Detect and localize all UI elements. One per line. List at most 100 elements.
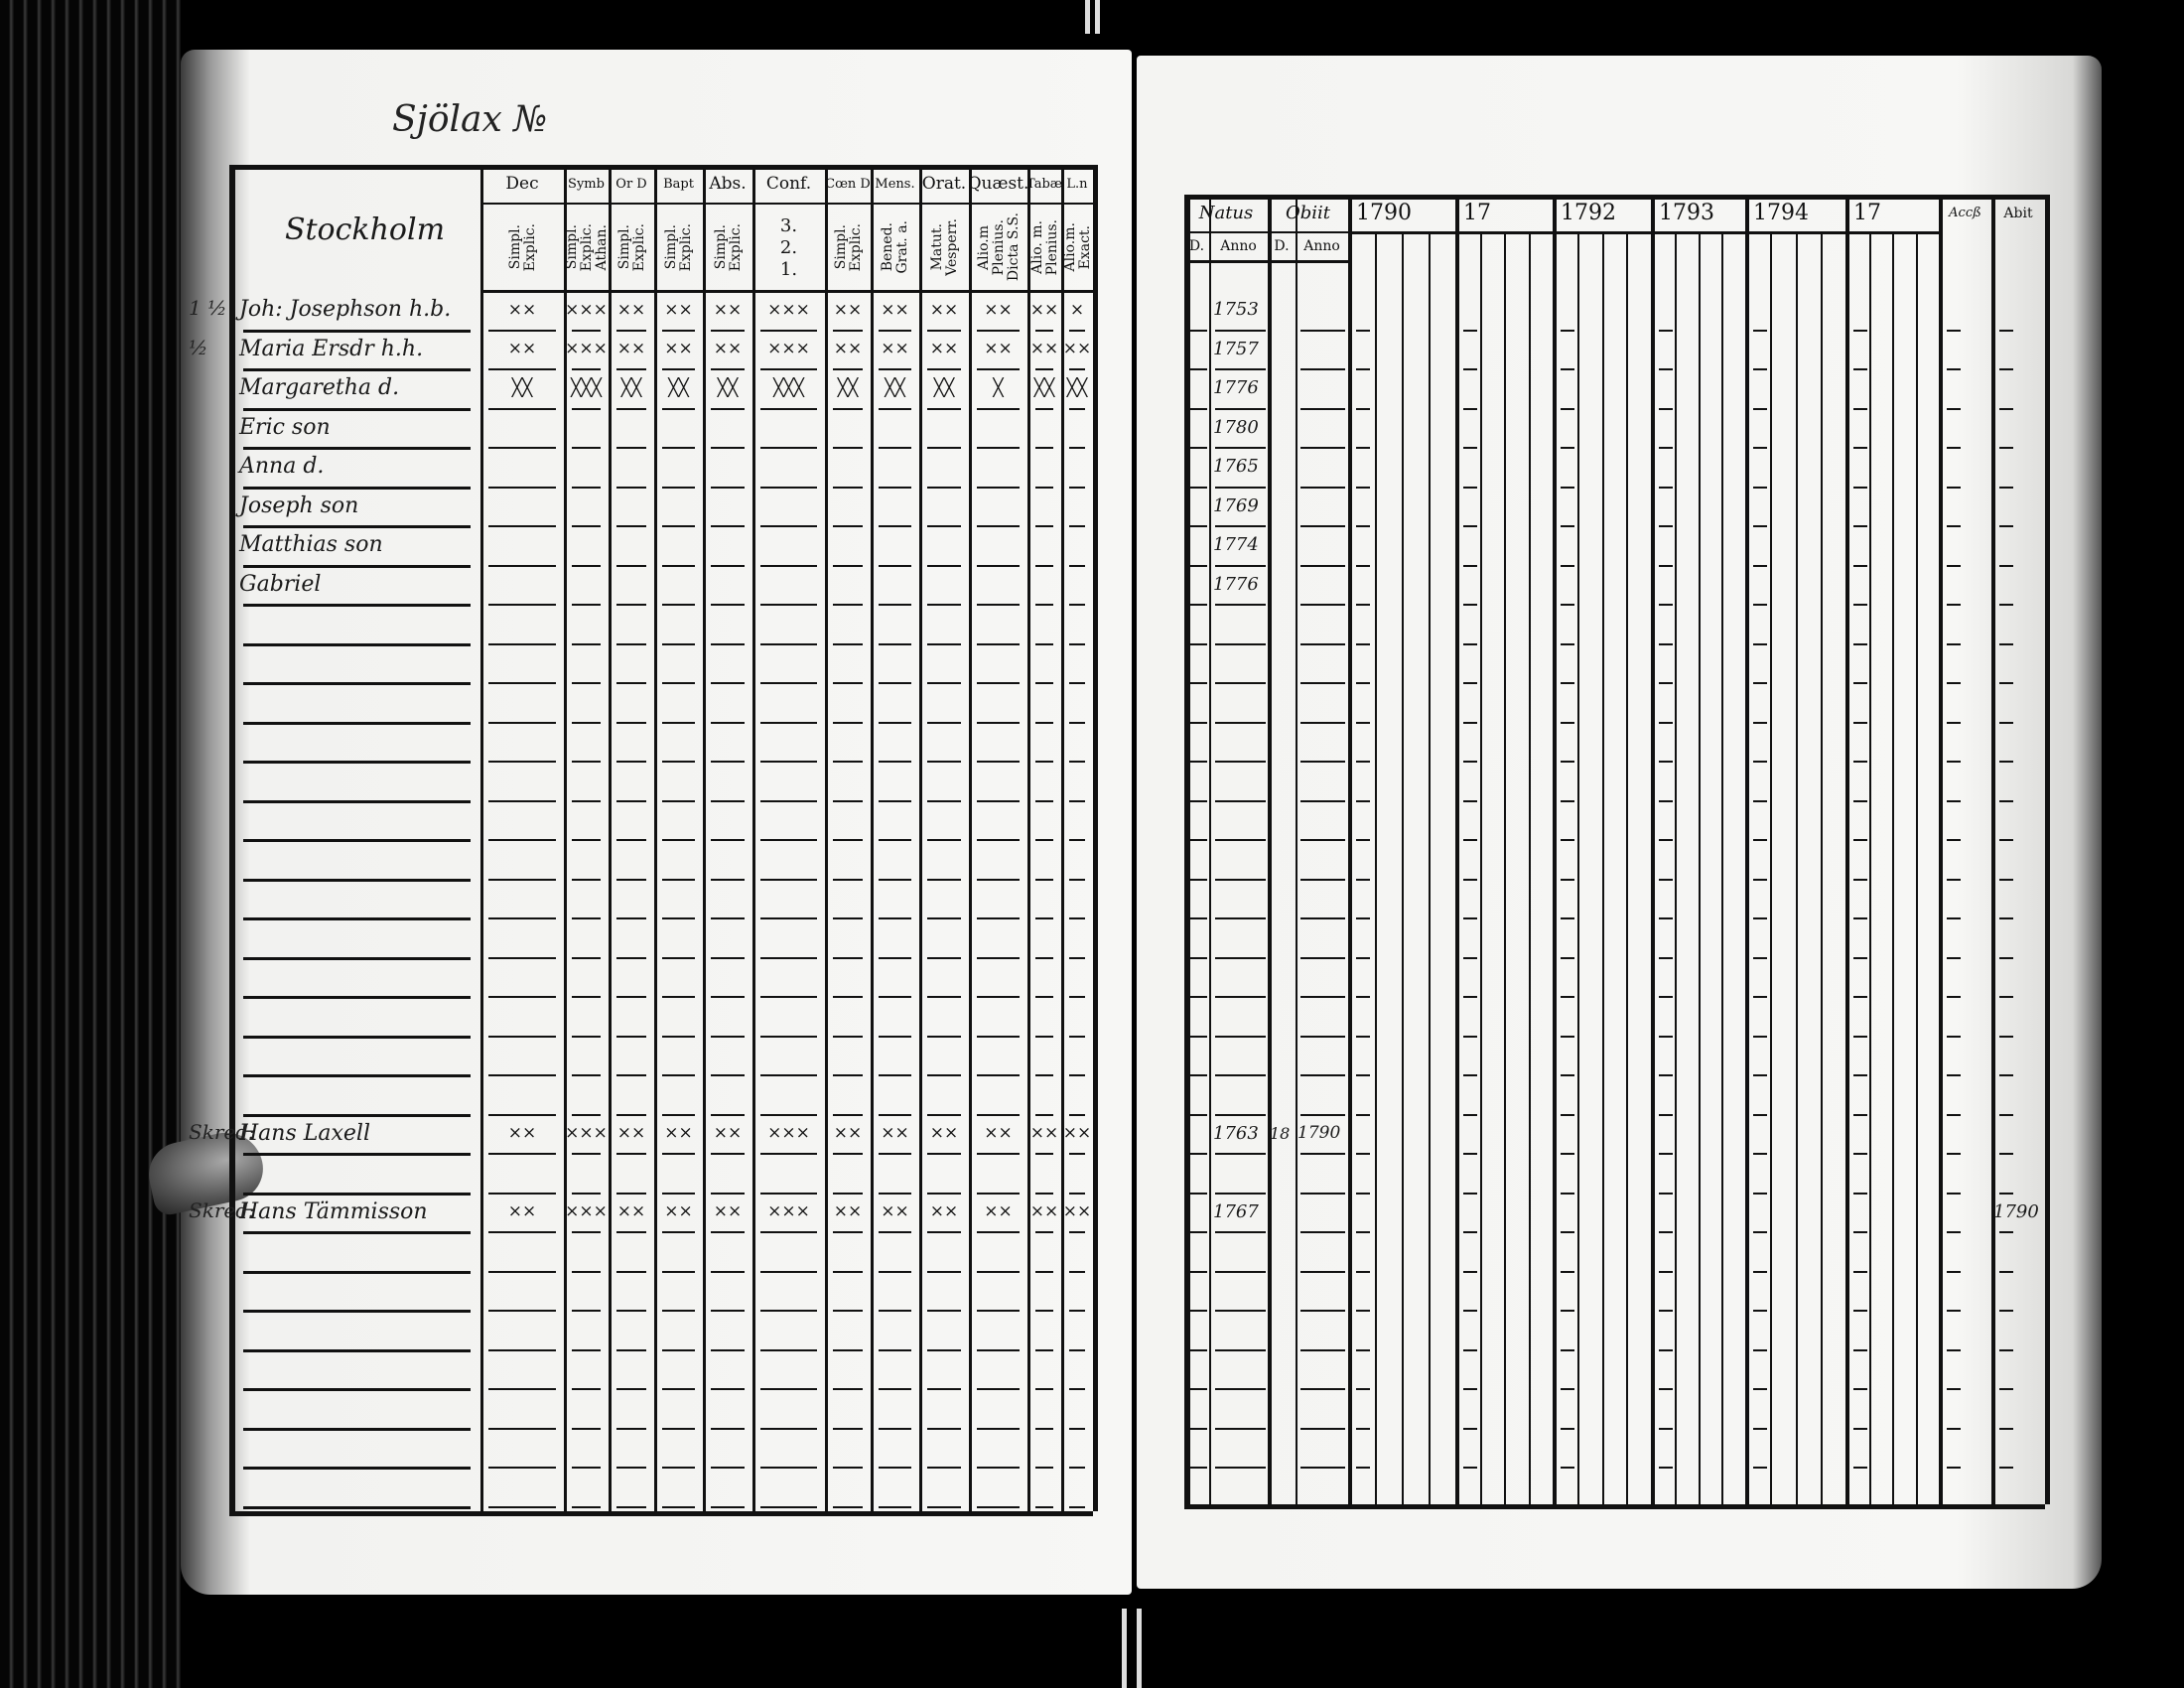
rule-line <box>616 761 646 763</box>
rule-line <box>572 447 601 449</box>
column-subheader: Plenius. Alio. m. <box>1027 206 1061 289</box>
rule-line <box>1753 1310 1767 1312</box>
rule-line <box>1035 1348 1053 1351</box>
rule-line <box>1561 329 1574 332</box>
rule-line <box>760 604 817 606</box>
exam-mark: ××× <box>565 299 608 320</box>
rule-line <box>927 604 961 606</box>
rule-line <box>1189 1270 1207 1273</box>
rule-line <box>1300 329 1345 332</box>
rule-line <box>760 525 817 527</box>
margin-note: 1 ½ <box>189 296 227 320</box>
rule-line <box>243 1270 471 1274</box>
person-name: Eric son <box>239 414 331 440</box>
column-line <box>1455 195 1459 1504</box>
rule-line <box>1189 1035 1207 1038</box>
rule-line <box>243 368 471 371</box>
exam-mark: ╳╳ <box>620 377 642 398</box>
rule-line <box>760 799 817 802</box>
rule-line <box>1463 368 1477 370</box>
rule-line <box>1561 1074 1574 1076</box>
rule-line <box>243 956 471 960</box>
rule-line <box>1659 1270 1673 1273</box>
rule-line <box>760 1427 817 1430</box>
rule-line <box>833 1231 863 1233</box>
rule-line <box>243 761 471 764</box>
rule-line <box>1753 407 1767 410</box>
rule-line <box>662 721 695 724</box>
rule-line <box>927 1388 961 1390</box>
rule-line <box>1215 1388 1266 1390</box>
rule-line <box>760 1113 817 1116</box>
rule-line <box>1300 486 1345 489</box>
rule-line <box>1753 525 1767 527</box>
rule-line <box>243 1192 471 1196</box>
rule-line <box>1947 368 1961 370</box>
birth-year: 1767 <box>1213 1200 1259 1222</box>
rule-line <box>1189 682 1207 684</box>
rule-line <box>1853 682 1867 684</box>
rule-line <box>760 761 817 763</box>
rule-line <box>662 878 695 881</box>
column-line <box>1698 231 1701 1504</box>
rule-line <box>1069 917 1085 919</box>
column-subheader: Explic. Simpl. <box>480 206 564 289</box>
rule-line <box>1184 1504 2045 1509</box>
rule-line <box>711 1310 745 1312</box>
rule-line <box>1947 329 1961 332</box>
rule-line <box>1753 1467 1767 1469</box>
rule-line <box>879 878 911 881</box>
rule-line <box>1753 329 1767 332</box>
rule-line <box>1753 761 1767 763</box>
rule-line <box>243 682 471 685</box>
rule-line <box>711 799 745 802</box>
rule-line <box>662 1505 695 1508</box>
exam-mark: ×× <box>881 1201 909 1222</box>
rule-line <box>1035 917 1053 919</box>
subheader-label: Simpl. <box>712 224 729 270</box>
rule-line <box>977 525 1020 527</box>
rule-line <box>1561 1231 1574 1233</box>
rule-line <box>1300 1231 1345 1233</box>
rule-line <box>1659 682 1673 684</box>
rule-line <box>760 564 817 567</box>
rule-line <box>1561 1348 1574 1351</box>
rule-line <box>1753 642 1767 645</box>
birth-year: 1765 <box>1213 456 1259 478</box>
rule-line <box>1853 525 1867 527</box>
rule-line <box>833 1348 863 1351</box>
rule-line <box>711 329 745 332</box>
rule-line <box>1853 447 1867 449</box>
rule-line <box>1999 761 2013 763</box>
rule-line <box>879 1074 911 1076</box>
rule-line <box>1069 799 1085 802</box>
rule-line <box>243 642 471 646</box>
rule-line <box>879 799 911 802</box>
exam-mark: ×× <box>1029 299 1059 320</box>
rule-line <box>572 564 601 567</box>
rule-line <box>1659 486 1673 489</box>
rule-line <box>662 956 695 959</box>
column-line <box>871 165 874 1511</box>
rule-line <box>1300 525 1345 527</box>
rule-line <box>1999 1074 2013 1076</box>
rule-line <box>879 1153 911 1155</box>
rule-line <box>1999 878 2013 881</box>
rule-line <box>1356 878 1370 881</box>
rule-line <box>243 1427 471 1431</box>
rule-line <box>1753 1074 1767 1076</box>
rule-line <box>572 486 601 489</box>
rule-line <box>927 1113 961 1116</box>
rule-line <box>927 1467 961 1469</box>
rule-line <box>1463 1113 1477 1116</box>
rule-line <box>1659 564 1673 567</box>
rule-line <box>616 1113 646 1116</box>
rule-line <box>243 1153 471 1156</box>
rule-line <box>711 956 745 959</box>
rule-line <box>833 642 863 645</box>
rule-line <box>616 1348 646 1351</box>
rule-line <box>927 1310 961 1312</box>
rule-line <box>1356 1505 1370 1508</box>
rule-line <box>243 329 471 333</box>
exam-mark: ╳╳ <box>668 377 689 398</box>
